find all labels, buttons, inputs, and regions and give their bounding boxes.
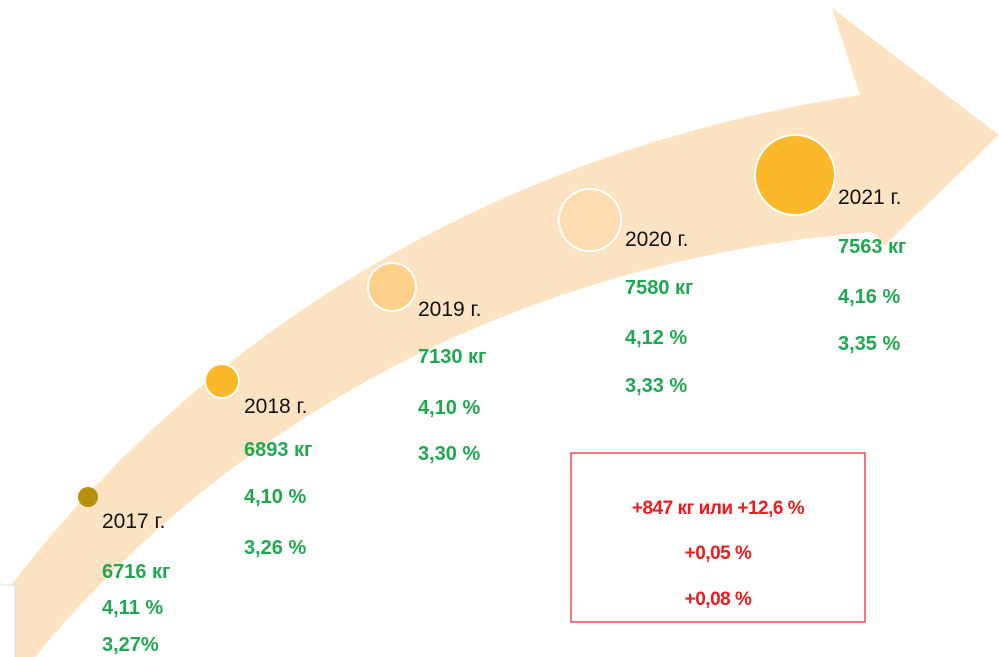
summary-line: +847 кг или +12,6 % — [632, 498, 805, 519]
year-marker — [367, 262, 417, 312]
year-value: 3,35 % — [838, 333, 900, 355]
growth-arrow — [0, 8, 999, 657]
year-label: 2018 г. — [244, 395, 307, 418]
year-label: 2019 г. — [418, 298, 481, 321]
year-value: 3,26 % — [244, 537, 306, 559]
year-label: 2020 г. — [625, 228, 688, 251]
year-value: 3,27% — [102, 634, 159, 656]
year-marker — [204, 363, 240, 399]
year-value: 3,30 % — [418, 443, 480, 465]
year-value: 4,10 % — [244, 486, 306, 508]
corner-box — [0, 584, 16, 657]
year-value: 4,11 % — [102, 597, 163, 619]
year-value: 7580 кг — [625, 277, 693, 299]
year-value: 3,33 % — [625, 375, 687, 397]
summary-line: +0,05 % — [685, 543, 752, 564]
year-label: 2017 г. — [102, 510, 165, 533]
year-value: 7130 кг — [418, 346, 486, 368]
summary-line: +0,08 % — [685, 589, 752, 610]
summary-box — [570, 452, 866, 623]
year-marker — [78, 487, 98, 507]
year-marker — [558, 188, 622, 252]
year-value: 7563 кг — [838, 236, 906, 258]
year-value: 4,16 % — [838, 286, 900, 308]
year-label: 2021 г. — [838, 186, 901, 209]
year-value: 6893 кг — [244, 439, 312, 461]
year-marker — [754, 134, 836, 216]
year-value: 4,12 % — [625, 327, 687, 349]
year-value: 6716 кг — [102, 561, 170, 583]
year-value: 4,10 % — [418, 397, 480, 419]
